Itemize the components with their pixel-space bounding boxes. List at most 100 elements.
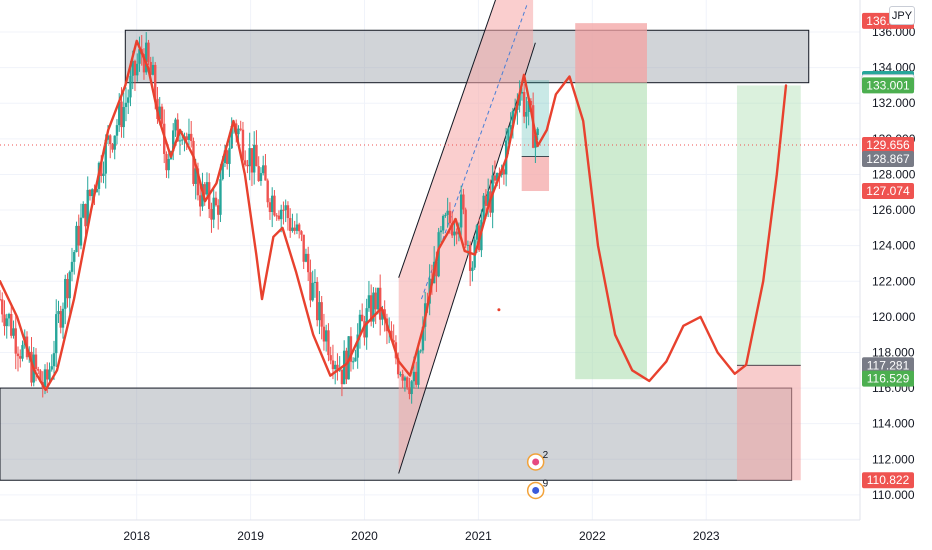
- currency-badge[interactable]: JPY: [889, 6, 915, 25]
- candle-body: [210, 208, 213, 220]
- candle-body: [196, 168, 200, 196]
- candle-body: [279, 209, 283, 220]
- candle-body: [464, 209, 467, 246]
- candle-body: [77, 225, 80, 246]
- candle-body: [118, 101, 121, 126]
- time-axis[interactable]: 2018 2019 2020 2021 2022 2023: [123, 529, 720, 543]
- candle-body: [39, 370, 42, 383]
- candle-body: [482, 195, 485, 220]
- candle-body: [122, 106, 125, 128]
- candle-body: [46, 369, 49, 380]
- price-tick-label: 126.000: [872, 203, 916, 217]
- price-label-text: 110.822: [867, 473, 910, 487]
- price-label-box: [862, 136, 914, 153]
- candle-body: [417, 351, 420, 385]
- price-tick-label: 114.000: [872, 417, 915, 431]
- candle-body: [109, 135, 112, 145]
- candle-body: [261, 165, 265, 174]
- candle-body: [304, 253, 308, 262]
- candle-body: [324, 330, 328, 342]
- event-marker-dot: [532, 486, 540, 494]
- candle-body: [192, 140, 195, 184]
- candle-body: [419, 350, 422, 352]
- candle-body: [219, 179, 222, 215]
- candle-body: [322, 326, 326, 342]
- stop-box-2: [736, 365, 801, 481]
- candle-body: [106, 135, 110, 140]
- candle-body: [10, 313, 13, 336]
- projection-curve[interactable]: [0, 39, 788, 392]
- candle-body: [410, 381, 413, 395]
- candle-body: [129, 75, 132, 98]
- candle-body: [12, 328, 15, 336]
- stop-box-1: [575, 23, 647, 83]
- candle-body: [131, 60, 134, 76]
- resistance-zone: [124, 29, 810, 84]
- candle-body: [282, 209, 285, 211]
- candle-body: [444, 214, 447, 216]
- candle-body: [64, 278, 67, 309]
- price-axis[interactable]: 110.000112.000114.000116.000118.000120.0…: [872, 25, 916, 502]
- time-tick-label: 2020: [351, 529, 378, 543]
- candle-body: [354, 357, 357, 362]
- candle-body: [356, 334, 359, 358]
- candle-body: [205, 182, 209, 195]
- candle-body: [358, 314, 362, 335]
- time-tick-label: 2023: [693, 529, 720, 543]
- candle-body: [194, 168, 197, 184]
- candle-body: [203, 184, 206, 195]
- candle-body: [495, 172, 499, 181]
- candle-body: [536, 128, 539, 135]
- candle-body: [178, 140, 182, 142]
- candle-body: [459, 194, 463, 228]
- candle-body: [217, 205, 220, 215]
- candle-body: [302, 234, 305, 262]
- candle-body: [91, 189, 94, 197]
- marker-dot: [497, 308, 501, 312]
- candle-body: [502, 169, 506, 175]
- candle-body: [241, 129, 245, 161]
- candle-body: [226, 150, 229, 164]
- candle-body: [190, 133, 193, 141]
- candle-body: [331, 360, 335, 370]
- candle-body: [187, 133, 191, 140]
- candle-body: [439, 230, 443, 233]
- candle-body: [113, 135, 116, 150]
- drawings[interactable]: [0, 0, 810, 481]
- candle-body: [59, 311, 62, 328]
- candle-body: [43, 369, 47, 388]
- candle-body: [369, 295, 373, 322]
- candle-body: [21, 345, 24, 359]
- candle-body: [396, 358, 400, 375]
- candle-body: [57, 311, 60, 315]
- candle-body: [333, 364, 337, 370]
- price-label-text: 127.074: [866, 184, 910, 198]
- time-tick-label: 2019: [237, 529, 264, 543]
- candle-body: [142, 54, 146, 73]
- candle-body: [124, 102, 128, 107]
- time-tick-label: 2022: [579, 529, 606, 543]
- candle-body: [167, 159, 170, 171]
- candle-body: [493, 175, 497, 181]
- candle-body: [158, 106, 161, 119]
- candle-body: [448, 210, 452, 224]
- candle-body: [340, 369, 344, 385]
- candle-body: [111, 144, 114, 150]
- price-label-text: 116.529: [867, 372, 910, 386]
- candle-body: [342, 350, 346, 385]
- event-count: 9: [543, 478, 549, 489]
- event-marker-dot: [532, 458, 540, 466]
- candle-body: [149, 61, 152, 75]
- candle-body: [453, 231, 456, 236]
- candle-body: [360, 314, 364, 322]
- candle-body: [154, 64, 157, 99]
- projection-path: [0, 39, 788, 392]
- candle-body: [311, 282, 314, 301]
- candle-body: [291, 227, 294, 231]
- candle-body: [0, 299, 2, 301]
- candle-body: [239, 128, 242, 130]
- candle-body: [3, 314, 6, 327]
- candle-body: [363, 321, 366, 338]
- candle-body: [48, 369, 51, 380]
